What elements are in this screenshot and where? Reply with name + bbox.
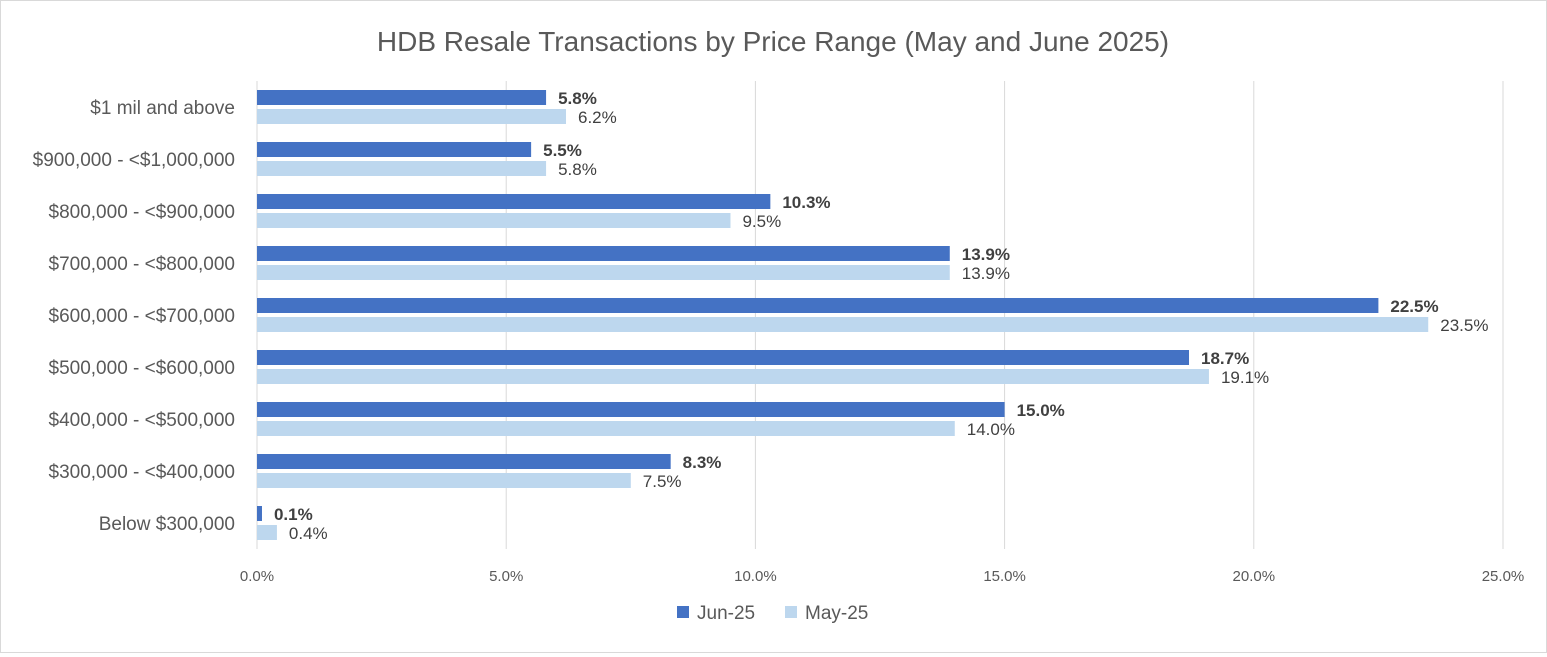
- legend-label: Jun-25: [697, 603, 755, 624]
- bar-may-25: [257, 421, 955, 436]
- category-label: $600,000 - <$700,000: [49, 306, 235, 327]
- bar-may-25: [257, 265, 950, 280]
- bar-jun-25: [257, 454, 671, 469]
- legend: Jun-25 May-25: [677, 603, 868, 624]
- data-label: 13.9%: [962, 264, 1010, 283]
- data-label: 8.3%: [683, 453, 722, 472]
- bar-jun-25: [257, 402, 1005, 417]
- category-label: $800,000 - <$900,000: [49, 202, 235, 223]
- bar-jun-25: [257, 298, 1379, 313]
- data-label: 7.5%: [643, 472, 682, 491]
- data-label: 0.4%: [289, 524, 328, 543]
- x-tick-label: 25.0%: [1482, 568, 1525, 585]
- category-label: $700,000 - <$800,000: [49, 254, 235, 275]
- data-label: 10.3%: [782, 193, 830, 212]
- x-tick-label: 20.0%: [1233, 568, 1276, 585]
- x-tick-label: 0.0%: [240, 568, 274, 585]
- category-label: Below $300,000: [99, 514, 235, 535]
- data-label: 15.0%: [1017, 401, 1065, 420]
- data-label: 5.8%: [558, 160, 597, 179]
- bar-may-25: [257, 109, 567, 124]
- bar-may-25: [257, 369, 1209, 384]
- x-tick-label: 15.0%: [983, 568, 1026, 585]
- data-label: 18.7%: [1201, 349, 1249, 368]
- bar-may-25: [257, 317, 1429, 332]
- data-label: 13.9%: [962, 245, 1010, 264]
- category-label: $1 mil and above: [90, 98, 235, 119]
- bar-may-25: [257, 525, 277, 540]
- data-label: 6.2%: [578, 108, 617, 127]
- x-axis-tick-labels: 0.0% 5.0% 10.0% 15.0% 20.0% 25.0%: [240, 568, 1524, 585]
- bar-jun-25: [257, 350, 1190, 365]
- data-label: 5.8%: [558, 89, 597, 108]
- data-label: 23.5%: [1440, 316, 1488, 335]
- legend-swatch: [677, 606, 689, 618]
- data-label: 19.1%: [1221, 368, 1269, 387]
- gridlines: [256, 81, 1504, 549]
- x-tick-label: 5.0%: [489, 568, 523, 585]
- bar-may-25: [257, 213, 731, 228]
- data-label: 0.1%: [274, 505, 313, 524]
- bar-jun-25: [257, 142, 532, 157]
- bar-jun-25: [257, 506, 262, 521]
- bar-jun-25: [257, 90, 547, 105]
- legend-label: May-25: [805, 603, 868, 624]
- category-label: $300,000 - <$400,000: [49, 462, 235, 483]
- bar-jun-25: [257, 246, 950, 261]
- category-label: $500,000 - <$600,000: [49, 358, 235, 379]
- category-label: $900,000 - <$1,000,000: [33, 150, 235, 171]
- data-label: 22.5%: [1390, 297, 1438, 316]
- legend-swatch: [785, 606, 797, 618]
- data-label: 5.5%: [543, 141, 582, 160]
- bars: [257, 90, 1429, 540]
- category-labels: $1 mil and above $900,000 - <$1,000,000 $8…: [33, 98, 235, 535]
- data-label: 14.0%: [967, 420, 1015, 439]
- bar-may-25: [257, 473, 631, 488]
- data-labels: 5.8%6.2%5.5%5.8%10.3%9.5%13.9%13.9%22.5%…: [274, 89, 1488, 543]
- data-label: 9.5%: [742, 212, 781, 231]
- bar-may-25: [257, 161, 547, 176]
- bar-jun-25: [257, 194, 771, 209]
- chart-title: HDB Resale Transactions by Price Range (…: [377, 26, 1169, 57]
- x-tick-label: 10.0%: [734, 568, 777, 585]
- category-label: $400,000 - <$500,000: [49, 410, 235, 431]
